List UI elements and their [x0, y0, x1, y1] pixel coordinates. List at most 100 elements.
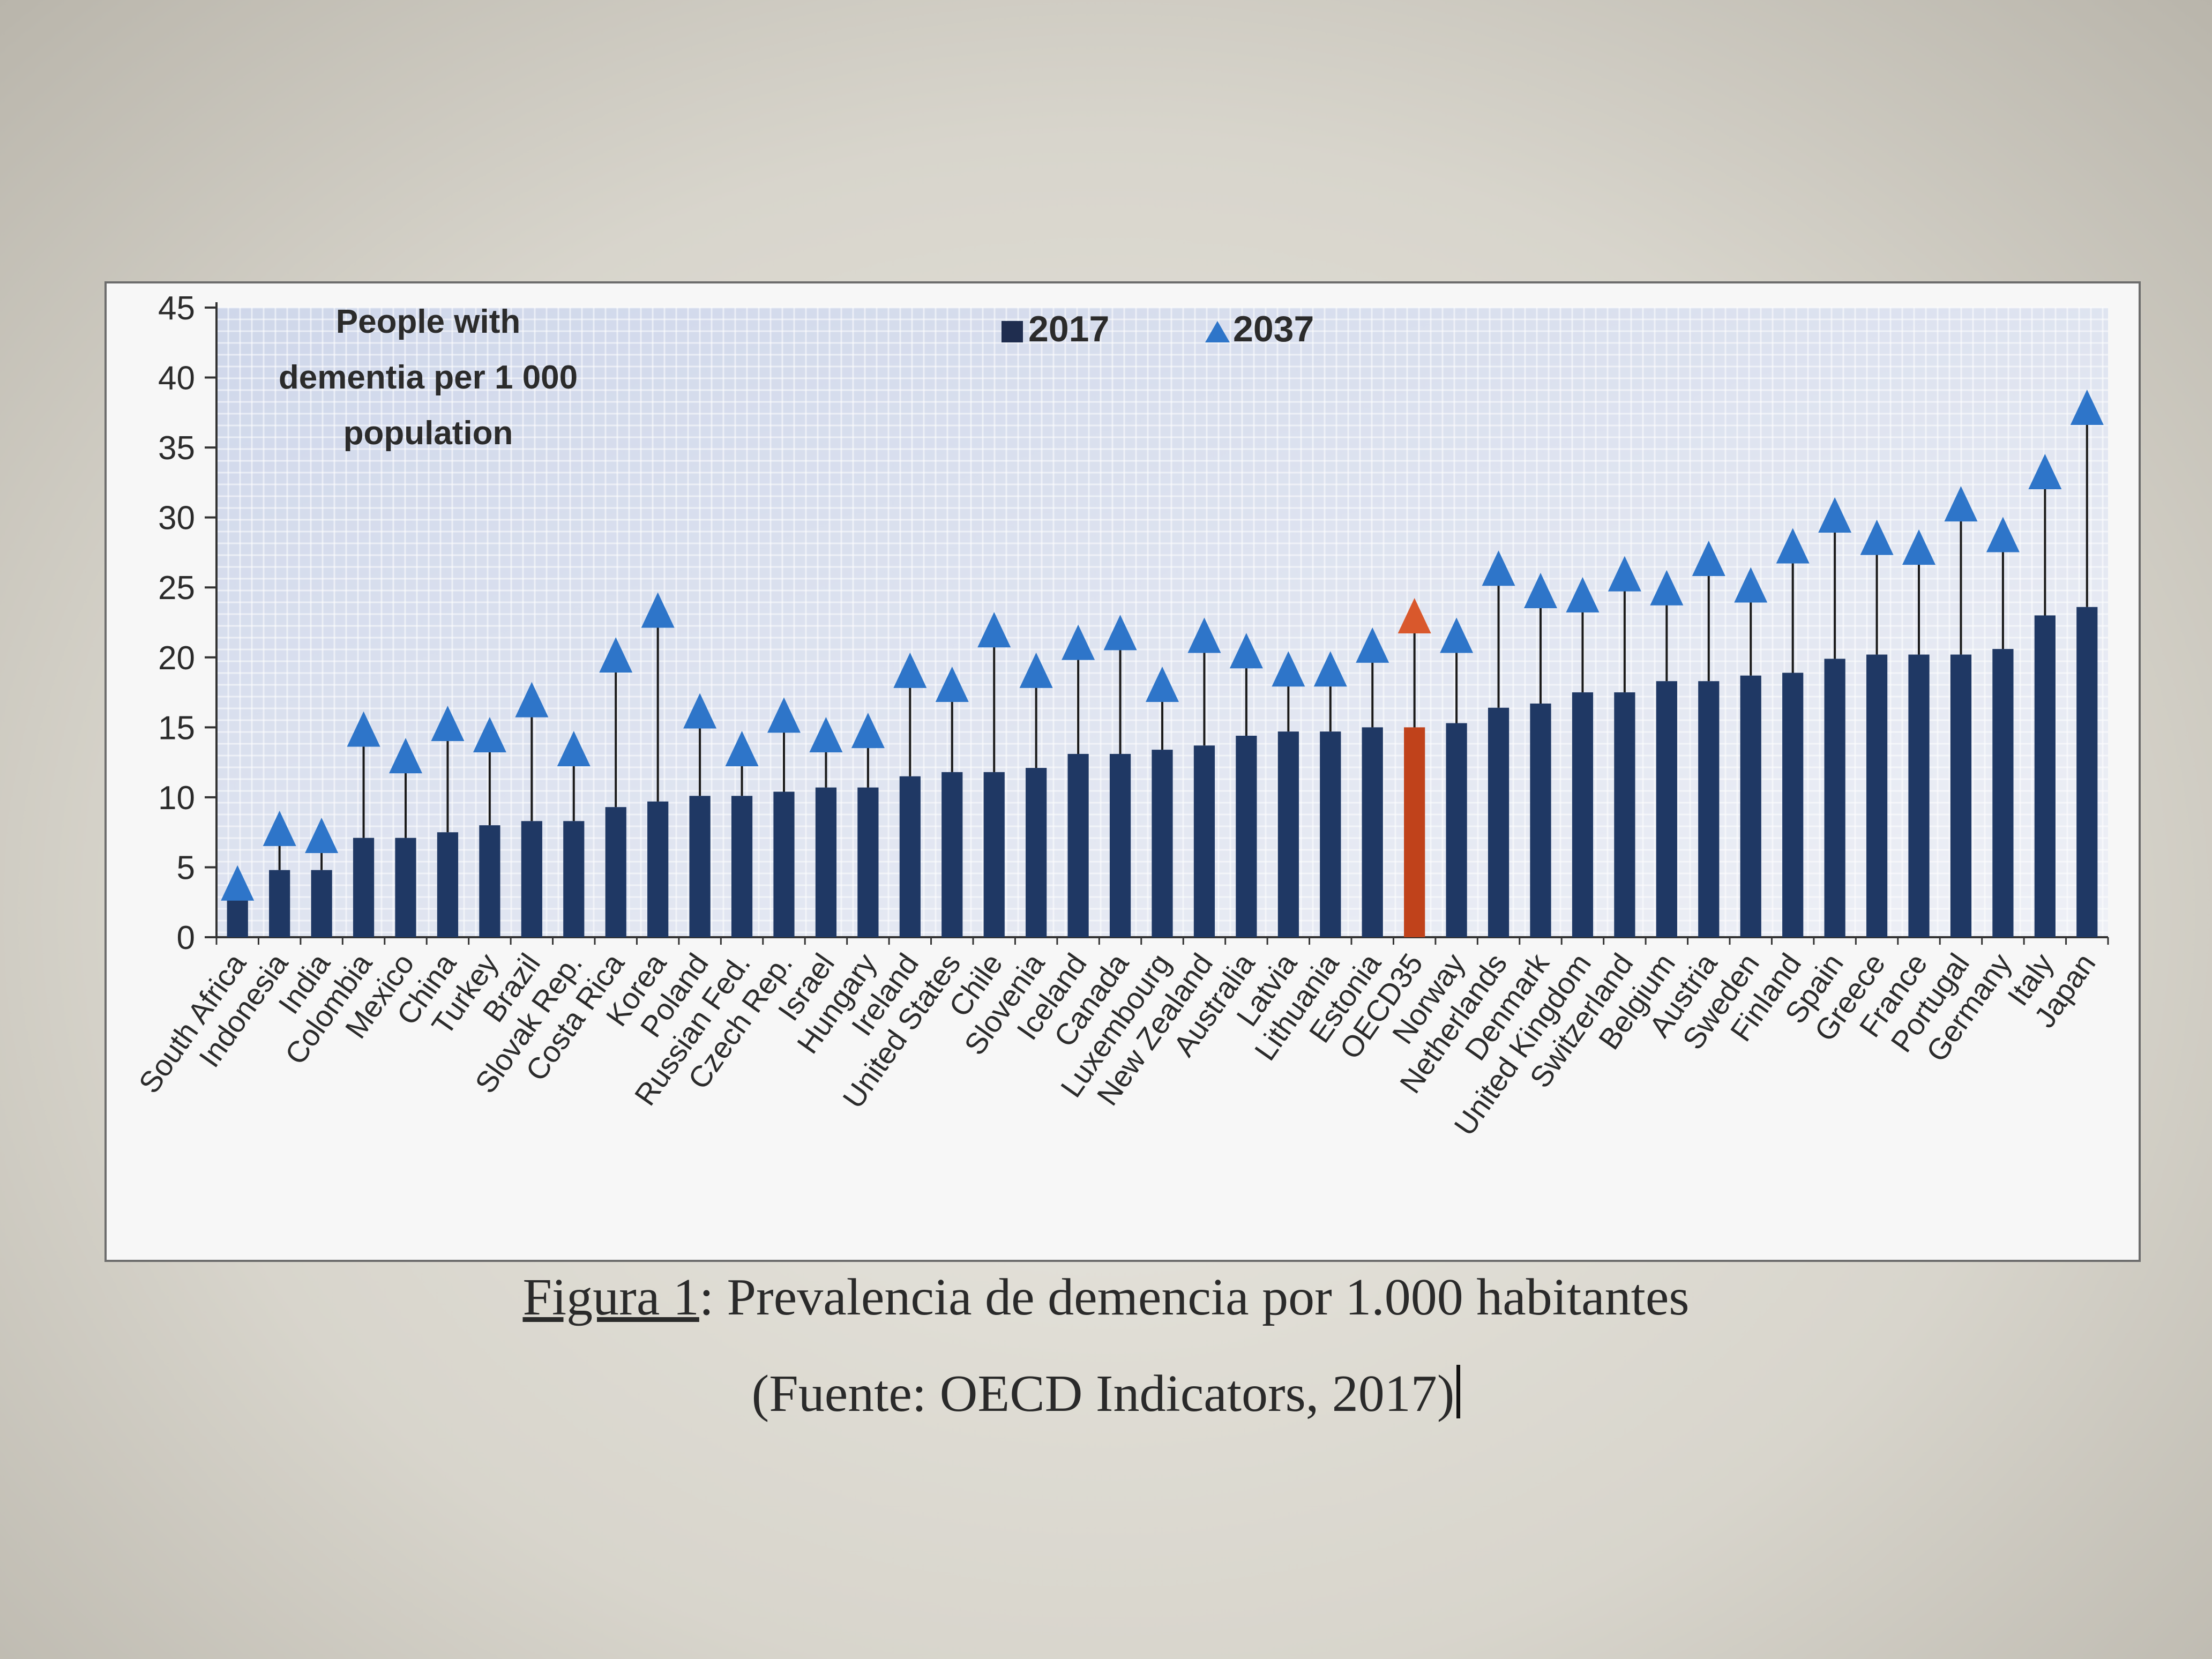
- figure-source-text: (Fuente: OECD Indicators, 2017): [751, 1365, 1455, 1423]
- marker-2037: [1650, 570, 1684, 606]
- marker-2037: [851, 713, 885, 749]
- bar-2017: [269, 870, 290, 937]
- bar-2017: [521, 821, 542, 937]
- figure-caption: Figura 1: Prevalencia de demencia por 1.…: [0, 1267, 2212, 1327]
- bar-2017: [1908, 654, 1930, 937]
- bar-2017: [563, 821, 585, 937]
- bar-2017: [1320, 731, 1341, 937]
- bar-2017: [1026, 768, 1047, 937]
- bar-2017: [2076, 607, 2098, 937]
- marker-2037: [641, 592, 675, 628]
- bar-2017: [1866, 654, 1888, 937]
- bar-2017: [983, 772, 1005, 937]
- marker-2037: [515, 682, 549, 718]
- bar-2017: [689, 796, 711, 937]
- marker-2037: [1440, 617, 1474, 653]
- chart-legend: 2017 2037: [1002, 309, 1314, 349]
- bar-2017: [815, 787, 837, 937]
- bar-2017: [731, 796, 753, 937]
- y-tick-label: 10: [158, 780, 195, 817]
- marker-2037: [1356, 627, 1389, 663]
- bar-2017: [1404, 727, 1425, 937]
- bar-2017: [1740, 675, 1761, 937]
- marker-2037: [809, 716, 843, 752]
- marker-2037: [263, 810, 296, 846]
- y-tick-label: 5: [177, 849, 195, 886]
- bar-2017: [1277, 731, 1299, 937]
- figure-caption-label: Figura 1: [522, 1268, 699, 1326]
- bar-2017: [1824, 659, 1845, 937]
- bar-2017: [1530, 703, 1551, 937]
- bar-2017: [1109, 753, 1131, 937]
- legend-label-2017: 2017: [1028, 309, 1109, 349]
- marker-2037: [1229, 633, 1263, 669]
- bar-2017: [941, 772, 963, 937]
- figure-source: (Fuente: OECD Indicators, 2017): [0, 1364, 2212, 1424]
- bar-2017: [1446, 723, 1467, 937]
- bar-2017: [311, 870, 332, 937]
- text-cursor: [1456, 1365, 1461, 1418]
- bar-2017: [1698, 681, 1720, 937]
- y-tick-label: 0: [177, 920, 195, 956]
- marker-2037: [431, 706, 465, 742]
- marker-2037: [1986, 517, 2020, 552]
- marker-2037: [725, 731, 759, 767]
- marker-2037: [599, 637, 633, 673]
- marker-2037: [473, 716, 506, 752]
- marker-2037: [683, 693, 717, 729]
- marker-2037: [1398, 598, 1431, 633]
- marker-2037: [305, 817, 339, 853]
- marker-2037: [2070, 389, 2104, 425]
- bar-2017: [353, 838, 375, 937]
- legend-triangle-marker: [1205, 321, 1230, 342]
- bar-2017: [437, 832, 459, 937]
- marker-2037: [2028, 454, 2062, 490]
- chart-title-line-2: dementia per 1 000: [279, 359, 578, 396]
- bar-2017: [773, 791, 795, 937]
- bar-2017: [1992, 649, 2014, 937]
- bar-2017: [1614, 692, 1635, 937]
- bar-2017: [1950, 654, 1972, 937]
- marker-2037: [1272, 651, 1305, 687]
- bar-2017: [1193, 745, 1215, 937]
- marker-2037: [1019, 652, 1053, 688]
- bar-2017: [479, 825, 500, 937]
- y-tick-label: 25: [158, 570, 195, 607]
- marker-2037: [1566, 577, 1600, 612]
- bar-2017: [857, 787, 879, 937]
- chart-frame: 0 5 10 15 20 25 30 35 40 45 South Africa Indonesia…: [104, 281, 2141, 1262]
- bar-2017: [2034, 615, 2056, 937]
- marker-2037: [1187, 617, 1221, 653]
- marker-2037: [1860, 519, 1894, 555]
- marker-2037: [1944, 486, 1978, 522]
- y-tick-label: 15: [158, 709, 195, 746]
- marker-2037: [1103, 615, 1137, 651]
- marker-2037: [1734, 567, 1768, 603]
- marker-2037: [1902, 529, 1935, 565]
- y-tick-label: 20: [158, 640, 195, 677]
- marker-2037: [893, 652, 927, 688]
- legend-label-2037: 2037: [1233, 309, 1314, 349]
- marker-2037: [1692, 540, 1725, 576]
- bar-2017: [605, 807, 626, 937]
- bar-2017: [1236, 736, 1257, 937]
- marker-2037: [1062, 624, 1095, 660]
- bar-2017: [227, 899, 248, 937]
- marker-2037: [347, 711, 380, 747]
- bar-2017: [1152, 750, 1173, 937]
- marker-2037: [935, 666, 969, 702]
- bar-2017: [899, 776, 921, 937]
- marker-2037: [1146, 666, 1179, 702]
- marker-2037: [389, 738, 422, 774]
- bar-2017: [395, 838, 416, 937]
- marker-2037: [1313, 651, 1347, 687]
- bar-2017: [647, 801, 669, 937]
- y-tick-label: 45: [158, 290, 195, 327]
- marker-2037: [1482, 550, 1515, 586]
- y-tick-label: 40: [158, 360, 195, 397]
- bar-2017: [1488, 707, 1509, 937]
- marker-2037: [1818, 497, 1852, 533]
- bar-2017: [1362, 727, 1383, 937]
- chart-title-line-3: population: [343, 415, 513, 452]
- y-tick-label: 35: [158, 430, 195, 467]
